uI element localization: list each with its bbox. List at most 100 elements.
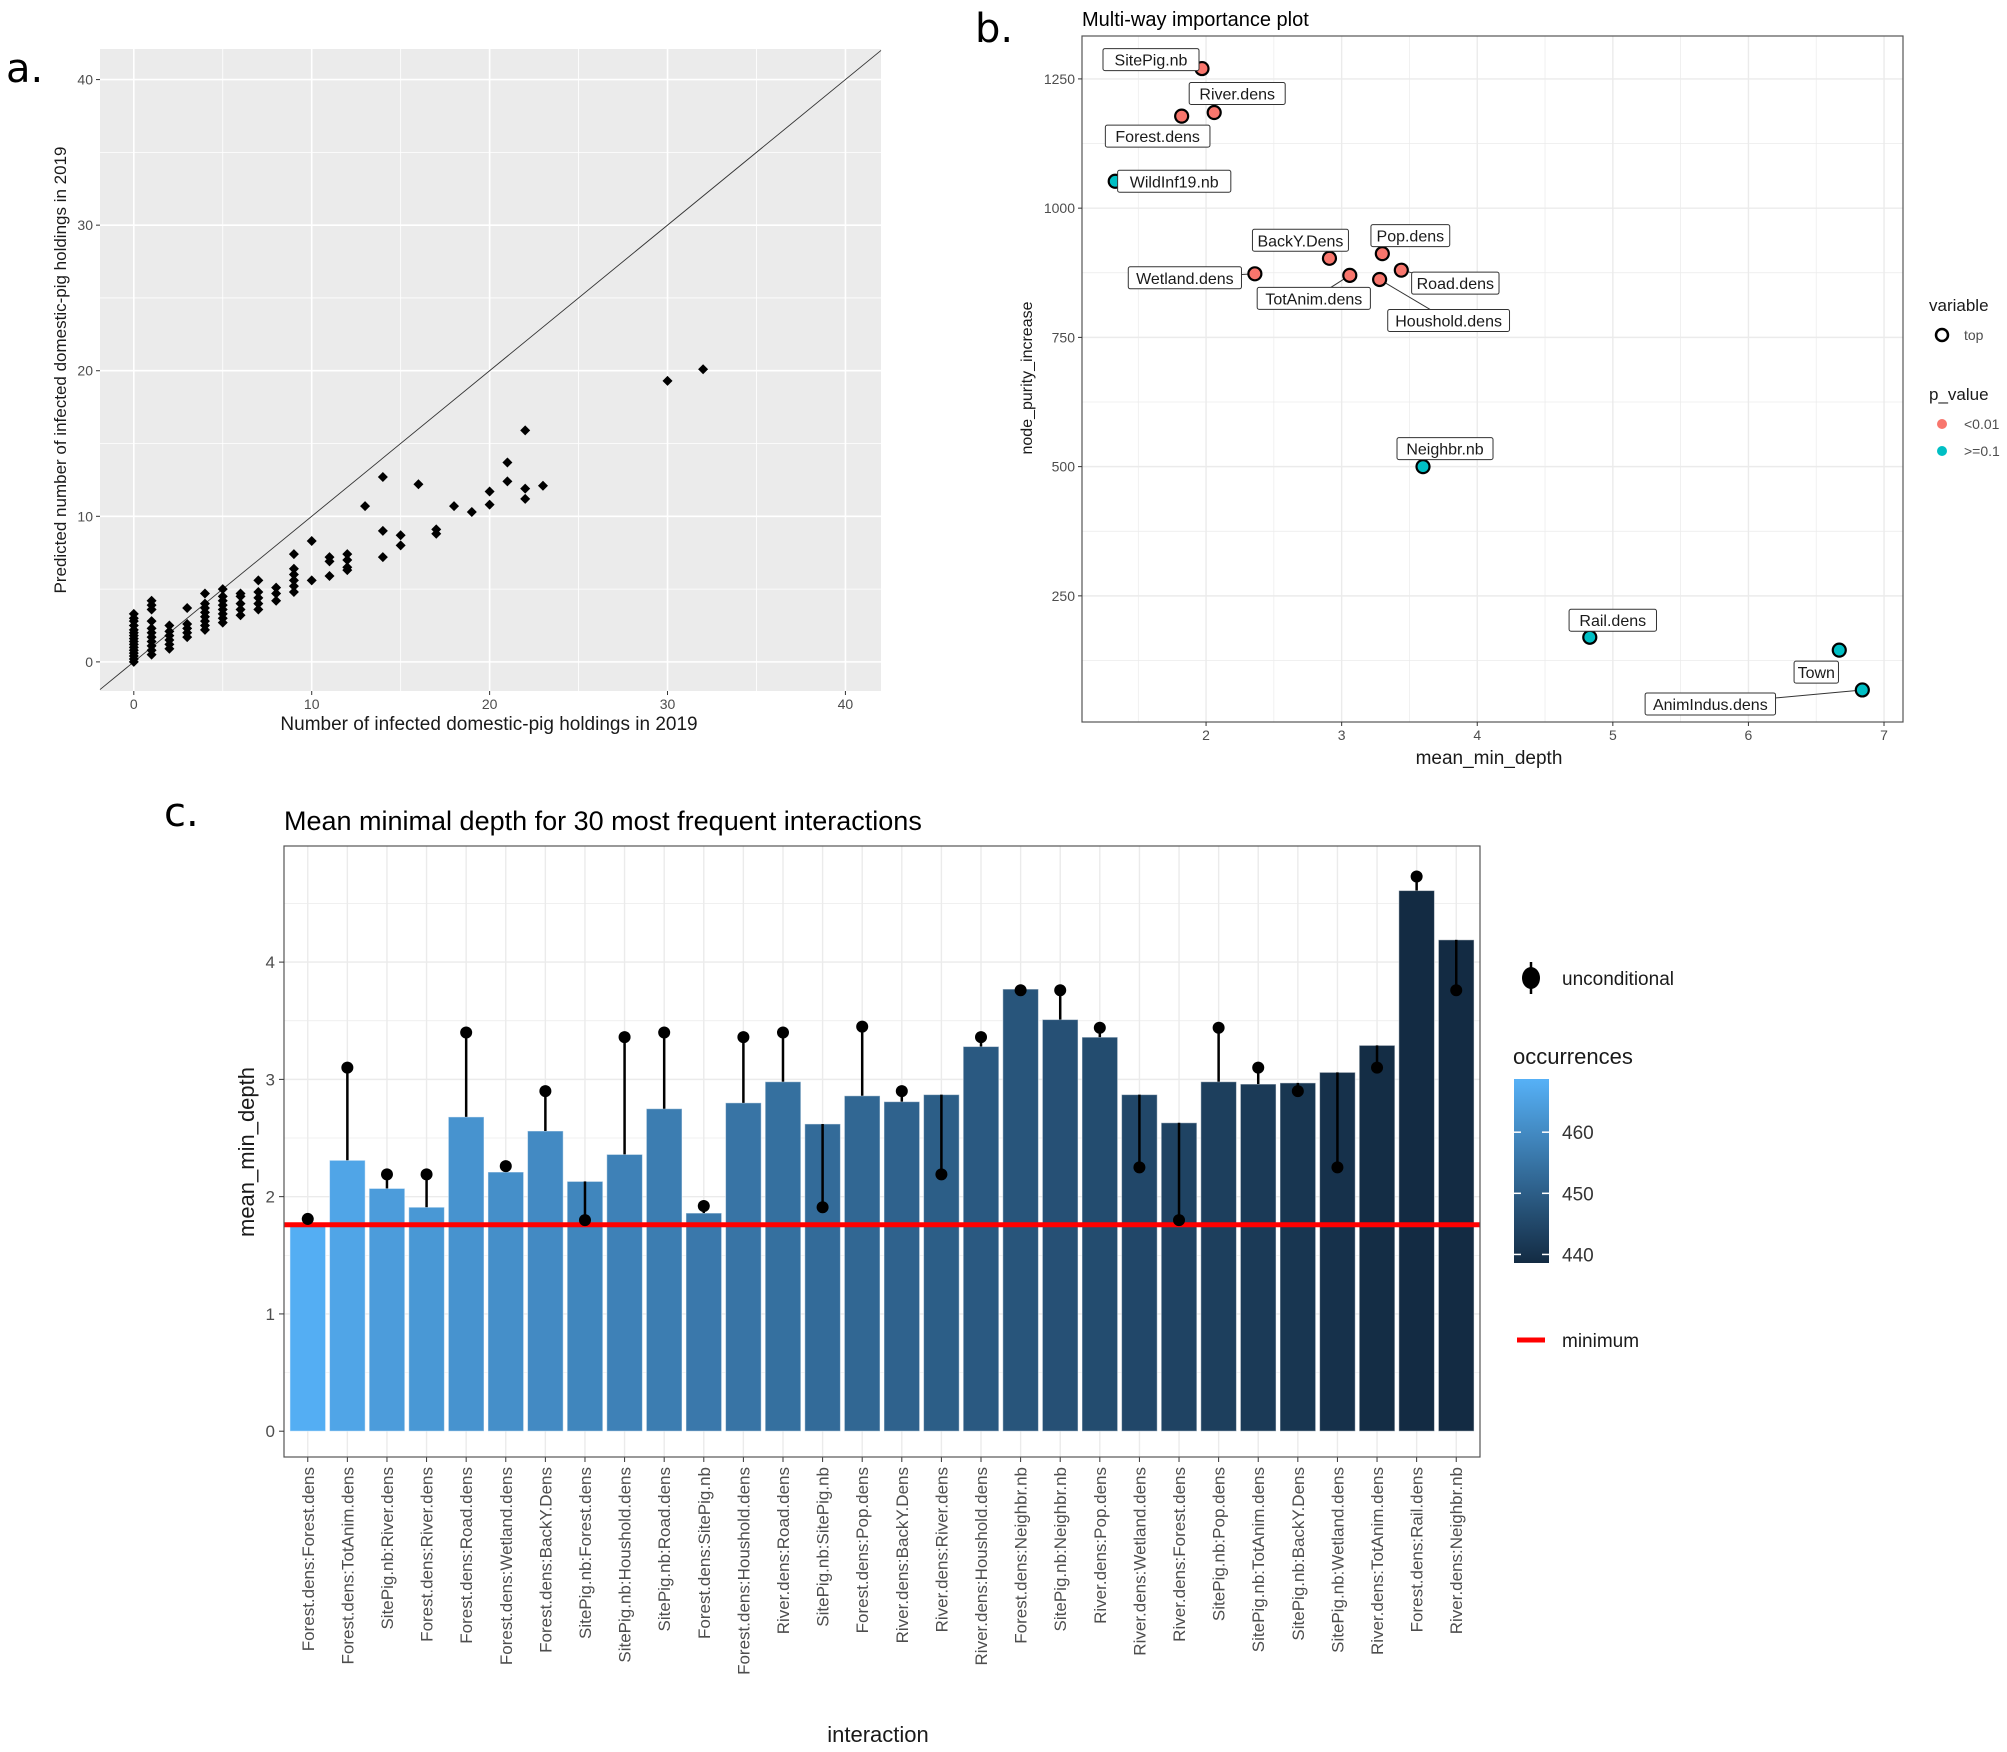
x-tick-label: Forest.dens:Forest.dens bbox=[299, 1467, 318, 1651]
unconditional-point bbox=[499, 1160, 512, 1173]
data-point bbox=[271, 588, 282, 599]
unconditional-point bbox=[776, 1026, 789, 1039]
data-point bbox=[199, 598, 210, 609]
occurrences-colorbar bbox=[1514, 1079, 1549, 1263]
x-tick-label: River.dens:TotAnim.dens bbox=[1368, 1467, 1387, 1655]
panel-a-x-title: Number of infected domestic-pig holdings… bbox=[280, 714, 697, 735]
unconditional-point bbox=[737, 1031, 750, 1044]
data-point bbox=[235, 598, 246, 609]
colorbar-tick-label: 460 bbox=[1562, 1123, 1594, 1144]
x-tick-label: SitePig.nb:River.dens bbox=[378, 1467, 397, 1630]
x-tick-label: River.dens:Neighbr.nb bbox=[1447, 1467, 1466, 1634]
unconditional-point bbox=[697, 1200, 710, 1213]
point-label-box bbox=[1251, 228, 1349, 252]
data-point bbox=[271, 595, 282, 606]
bar bbox=[408, 1206, 445, 1432]
data-point bbox=[164, 626, 175, 637]
data-point bbox=[164, 620, 175, 631]
data-point bbox=[698, 364, 709, 375]
data-point bbox=[377, 472, 388, 482]
legend-p-low-marker bbox=[1937, 419, 1947, 429]
data-point bbox=[1415, 459, 1431, 475]
data-point bbox=[217, 584, 228, 595]
panel-a-y-title: Predicted number of infected domestic-pi… bbox=[51, 147, 70, 594]
legend-p-high-marker bbox=[1937, 446, 1947, 456]
y-tick-label: 0 bbox=[85, 654, 93, 670]
unconditional-point bbox=[1252, 1061, 1265, 1074]
data-point bbox=[1582, 629, 1598, 645]
data-point bbox=[449, 501, 460, 512]
point-label: AnimIndus.dens bbox=[1653, 697, 1768, 714]
x-tick-label: 6 bbox=[1745, 727, 1753, 743]
data-point bbox=[484, 486, 495, 497]
x-tick-label: Forest.dens:TotAnim.dens bbox=[338, 1467, 357, 1664]
data-point bbox=[253, 598, 264, 609]
x-tick-label: 7 bbox=[1880, 727, 1888, 743]
point-label-box bbox=[1102, 48, 1200, 72]
unconditional-point bbox=[539, 1085, 552, 1098]
unconditional-point bbox=[1173, 1214, 1186, 1227]
legend-p-high-label: >=0.1 bbox=[1964, 443, 2000, 459]
y-tick-label: 20 bbox=[77, 363, 93, 379]
y-tick-label: 250 bbox=[1052, 588, 1076, 604]
x-tick-label: SitePig.nb:Road.dens bbox=[655, 1467, 674, 1631]
point-label: TotAnim.dens bbox=[1265, 291, 1362, 308]
data-point bbox=[146, 623, 157, 634]
data-point bbox=[1372, 271, 1388, 288]
colorbar-tick-label: 440 bbox=[1562, 1245, 1594, 1266]
point-label-box bbox=[1568, 608, 1657, 632]
unconditional-point bbox=[1014, 984, 1027, 997]
x-tick-label: Forest.dens:Wetland.dens bbox=[497, 1467, 516, 1665]
x-tick-label: River.dens:Pop.dens bbox=[1091, 1467, 1110, 1624]
legend-minimum-label: minimum bbox=[1562, 1331, 1639, 1352]
data-point bbox=[1247, 266, 1263, 282]
x-tick-label: Forest.dens:Neighbr.nb bbox=[1012, 1467, 1031, 1644]
x-tick-label: SitePig.nb:Neighbr.nb bbox=[1051, 1467, 1070, 1631]
y-tick-label: 0 bbox=[266, 1422, 275, 1441]
point-label: SitePig.nb bbox=[1115, 53, 1188, 70]
x-tick-label: SitePig.nb:SitePig.nb bbox=[814, 1467, 833, 1627]
bar bbox=[1239, 1083, 1277, 1432]
bar bbox=[368, 1187, 406, 1432]
y-tick-label: 1000 bbox=[1044, 200, 1075, 216]
y-tick-label: 10 bbox=[77, 508, 93, 524]
unconditional-point bbox=[975, 1031, 988, 1044]
unconditional-point bbox=[420, 1168, 433, 1181]
data-point bbox=[235, 588, 246, 599]
x-tick-label: Forest.dens:Road.dens bbox=[457, 1467, 476, 1644]
panel-label-b: b. bbox=[975, 6, 1013, 52]
unconditional-point bbox=[1410, 870, 1423, 883]
data-point bbox=[466, 506, 477, 517]
data-point bbox=[217, 591, 228, 602]
panel-label-a: a. bbox=[6, 46, 43, 92]
point-label: Rail.dens bbox=[1579, 613, 1646, 630]
data-point bbox=[1174, 108, 1190, 124]
plot-border bbox=[283, 845, 1481, 1458]
data-point bbox=[413, 479, 424, 490]
data-point bbox=[662, 375, 673, 386]
y-tick-label: 1250 bbox=[1044, 71, 1075, 87]
data-point bbox=[288, 549, 299, 560]
y-tick-label: 750 bbox=[1052, 329, 1076, 345]
y-tick-label: 500 bbox=[1052, 459, 1076, 475]
point-label-box bbox=[1644, 692, 1777, 716]
data-point bbox=[484, 499, 495, 510]
bar bbox=[329, 1159, 366, 1432]
y-tick-label: 4 bbox=[266, 953, 275, 972]
point-label: Forest.dens bbox=[1115, 129, 1199, 146]
unconditional-point bbox=[1093, 1021, 1106, 1034]
unconditional-point bbox=[1133, 1161, 1146, 1174]
panel-c-y-title: mean_min_depth bbox=[234, 1067, 259, 1237]
y-tick-label: 3 bbox=[266, 1070, 275, 1089]
x-tick-label: 10 bbox=[304, 696, 320, 712]
x-tick-label: 3 bbox=[1338, 727, 1346, 743]
bar bbox=[843, 1095, 881, 1432]
point-label-box bbox=[1387, 308, 1511, 332]
x-tick-label: SitePig.nb:Pop.dens bbox=[1210, 1467, 1229, 1621]
data-point bbox=[342, 549, 353, 560]
point-label-box bbox=[1411, 271, 1500, 295]
data-point bbox=[502, 457, 513, 468]
x-tick-label: 40 bbox=[838, 696, 854, 712]
bar bbox=[289, 1224, 327, 1432]
unconditional-point bbox=[341, 1061, 354, 1074]
